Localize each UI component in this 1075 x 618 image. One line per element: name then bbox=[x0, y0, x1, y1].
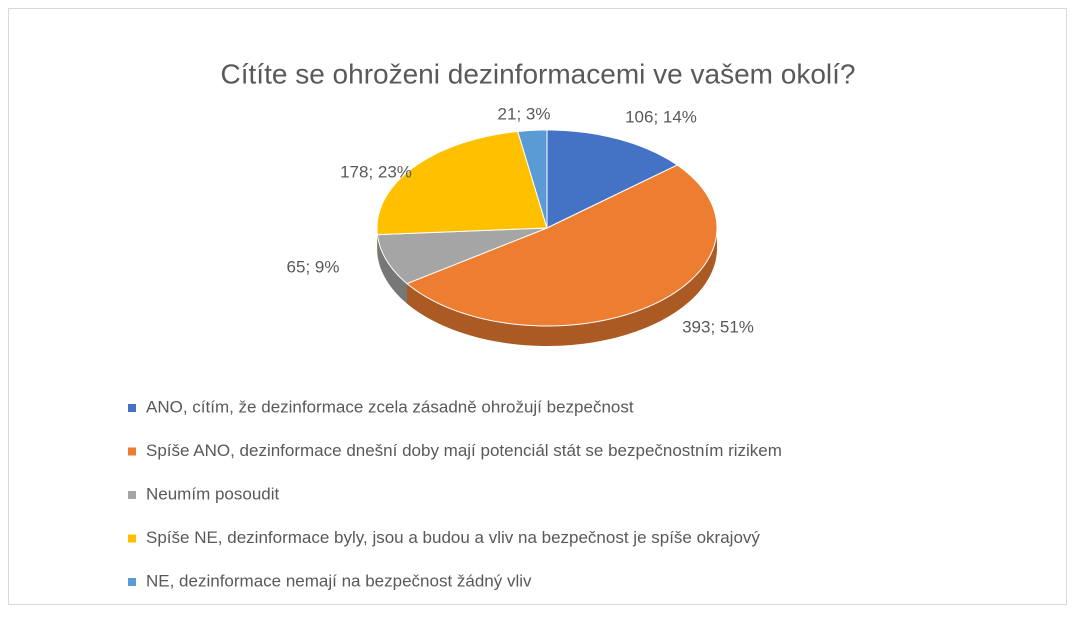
data-label: 65; 9% bbox=[287, 257, 340, 276]
legend-swatch bbox=[128, 535, 136, 543]
legend-swatch bbox=[128, 491, 136, 499]
legend-swatch bbox=[128, 578, 136, 586]
data-label: 21; 3% bbox=[498, 104, 551, 123]
chart-title: Cítíte se ohroženi dezinformacemi ve vaš… bbox=[221, 58, 856, 89]
legend-label: Spíše ANO, dezinformace dnešní doby mají… bbox=[146, 441, 782, 460]
data-label: 393; 51% bbox=[682, 317, 754, 336]
legend-swatch bbox=[128, 404, 136, 412]
data-label: 178; 23% bbox=[340, 162, 412, 181]
legend-label: ANO, cítím, že dezinformace zcela zásadn… bbox=[146, 397, 634, 416]
legend-swatch bbox=[128, 448, 136, 456]
legend-label: Neumím posoudit bbox=[146, 484, 280, 503]
data-label: 106; 14% bbox=[625, 107, 697, 126]
legend-label: Spíše NE, dezinformace byly, jsou a budo… bbox=[146, 528, 760, 547]
legend-label: NE, dezinformace nemají na bezpečnost žá… bbox=[146, 571, 532, 590]
